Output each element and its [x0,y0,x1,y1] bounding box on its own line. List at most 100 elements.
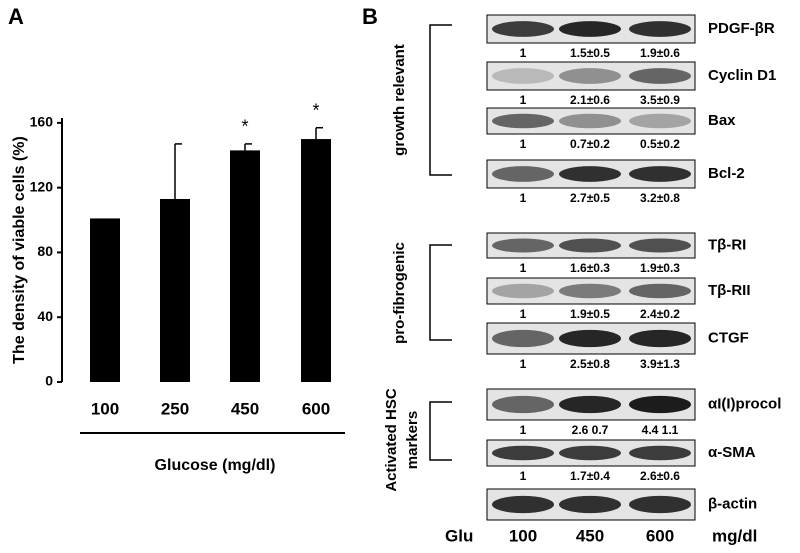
band [559,495,621,514]
quantification: 2.7±0.5 [570,191,610,205]
band [629,283,691,299]
dose-label: 600 [646,526,674,545]
row-label: Tβ-RII [708,282,750,299]
band [492,445,554,461]
quantification: 1.5±0.5 [570,46,610,60]
quantification: 1 [520,357,527,371]
error-bar [174,143,182,199]
group-label: pro-fibrogenic [391,242,408,344]
band [559,113,621,129]
x-tick-label: 250 [161,399,189,418]
bar [90,218,120,382]
quantification: 1.6±0.3 [570,261,610,275]
quantification: 3.2±0.8 [640,191,680,205]
quantification: 0.7±0.2 [570,137,610,151]
significance-mark: * [241,117,248,137]
band [492,113,554,129]
group-label: Activated HSC [383,388,400,492]
bar [160,198,190,382]
row-label: Tβ-RI [708,236,746,253]
band [492,21,554,37]
quantification: 3.5±0.9 [640,93,680,107]
x-tick-label: 450 [231,399,259,418]
band [559,21,621,37]
panel-label: B [362,4,378,29]
x-tick-label: 600 [302,399,330,418]
band [629,329,691,348]
y-tick-label: 40 [37,308,53,324]
row-label: CTGF [708,329,749,346]
y-tick-label: 160 [30,114,54,130]
quantification: 3.9±1.3 [640,357,680,371]
band [629,21,691,37]
row-label: α-SMA [708,444,756,461]
y-tick-label: 120 [30,178,54,194]
quantification: 2.5±0.8 [570,357,610,371]
footer-prefix: Glu [445,526,473,545]
quantification: 1 [520,93,527,107]
bracket [429,24,452,176]
quantification: 1.7±0.4 [570,469,610,483]
dose-label: 100 [509,526,537,545]
group-label: growth relevant [391,44,408,156]
error-bar [315,126,323,140]
group-label: markers [404,411,421,469]
band [559,283,621,299]
band [629,166,691,182]
quantification: 1 [520,137,527,151]
quantification: 2.1±0.6 [570,93,610,107]
quantification: 4.4 1.1 [642,423,679,437]
row-label: αI(I)procol [708,395,781,412]
quantification: 2.6 0.7 [572,423,609,437]
row-label: Bax [708,112,736,129]
band [492,166,554,182]
significance-mark: * [312,100,319,120]
bar [230,150,260,382]
y-tick-label: 0 [45,373,53,389]
band [559,68,621,84]
band [492,495,554,514]
band [492,238,554,253]
band [629,68,691,84]
bar [301,139,331,382]
band [629,113,691,129]
band [492,395,554,414]
band [559,166,621,182]
row-label: β-actin [708,495,757,512]
quantification: 1.9±0.6 [640,46,680,60]
bracket [429,244,452,341]
y-axis-label: The density of viable cells (%) [11,136,28,364]
row-label: PDGF-βR [708,20,775,37]
quantification: 1 [520,46,527,60]
quantification: 1 [520,191,527,205]
band [629,445,691,461]
y-tick-label: 80 [37,243,53,259]
blot [486,107,696,135]
band [559,329,621,348]
row-label: Cyclin D1 [708,67,776,84]
dose-label: 450 [576,526,604,545]
band [492,68,554,84]
band [559,238,621,253]
footer-unit: mg/dl [712,526,757,545]
band [629,238,691,253]
band [492,283,554,299]
band [492,329,554,348]
quantification: 0.5±0.2 [640,137,680,151]
band [559,445,621,461]
quantification: 1 [520,261,527,275]
band [629,495,691,514]
quantification: 1 [520,469,527,483]
quantification: 1.9±0.3 [640,261,680,275]
row-label: Bcl-2 [708,165,745,182]
x-tick-label: 100 [91,399,119,418]
band [629,395,691,414]
quantification: 1 [520,307,527,321]
bracket [429,401,452,461]
quantification: 2.6±0.6 [640,469,680,483]
error-bar [244,143,252,151]
quantification: 1.9±0.5 [570,307,610,321]
x-axis-label: Glucose (mg/dl) [155,457,276,474]
